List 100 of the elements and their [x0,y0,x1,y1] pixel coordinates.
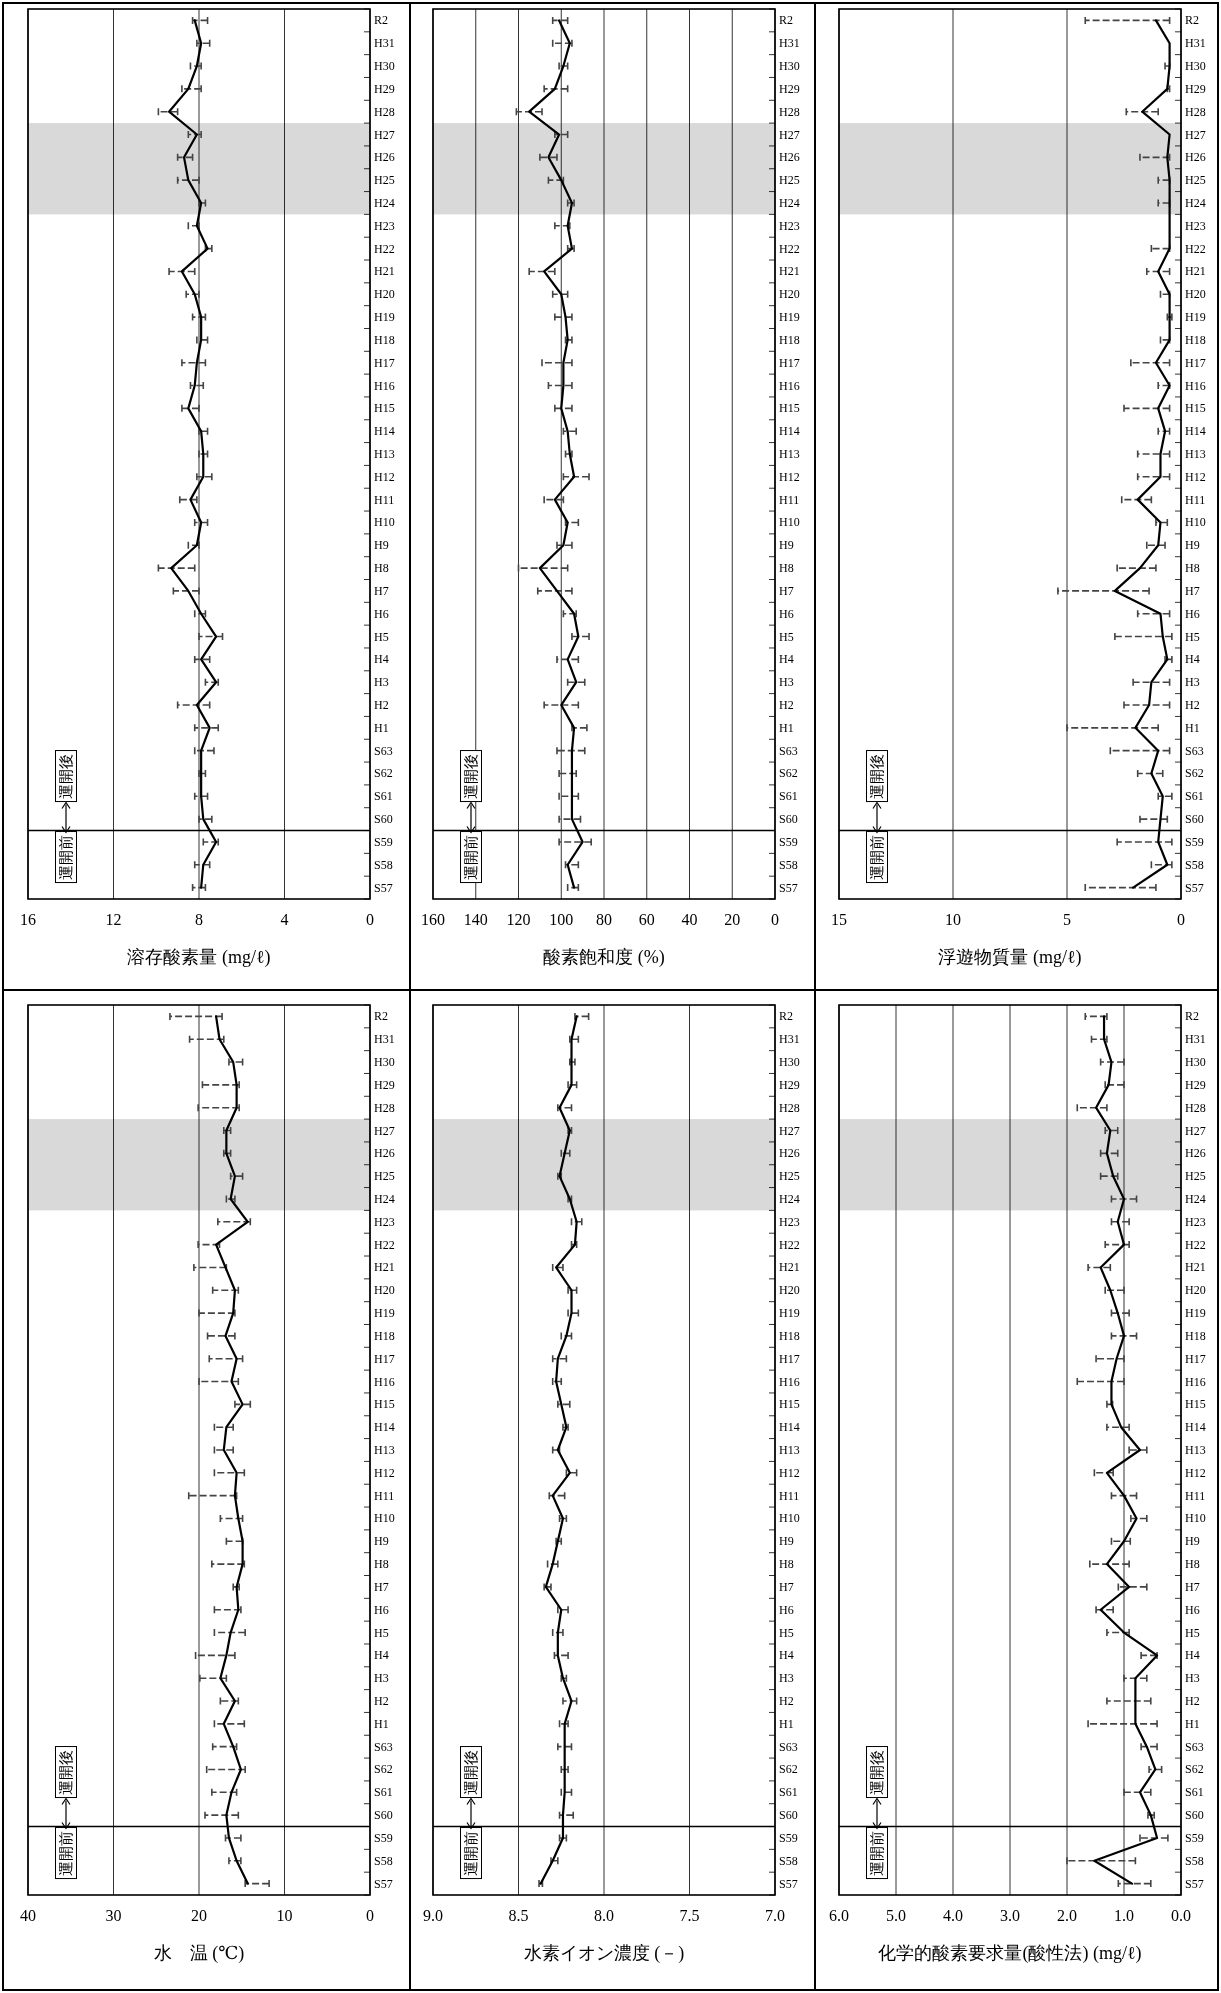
y-tick-label: H29 [1185,1077,1206,1092]
y-tick-label: H4 [779,1648,794,1663]
y-tick-label: H12 [779,1465,800,1480]
y-tick-label: H25 [1185,1169,1206,1184]
y-tick-label: H27 [779,127,800,142]
y-tick-label: H29 [374,1077,395,1092]
y-tick-label: H22 [374,241,395,256]
y-tick-label: H11 [779,1488,800,1503]
y-tick-label: S61 [779,1785,798,1800]
x-axis-title: 浮遊物質量 (mg/ℓ) [938,947,1082,968]
y-tick-label: H25 [779,173,800,188]
y-tick-label: H26 [374,150,395,165]
annotation: 運開後 [869,753,885,799]
y-tick-label: H17 [1185,1351,1206,1366]
y-tick-label: H25 [374,173,395,188]
y-tick-label: S62 [1185,1762,1204,1777]
y-tick-label: H14 [374,424,395,439]
y-tick-label: S59 [374,834,393,849]
y-tick-label: H24 [1185,1191,1206,1206]
x-tick-label: 15 [831,910,847,928]
y-tick-label: S58 [1185,1853,1204,1868]
y-tick-label: H1 [1185,720,1200,735]
y-tick-label: R2 [779,13,794,28]
x-tick-label: 0 [366,1906,374,1924]
y-tick-label: H10 [1185,1511,1206,1526]
annotation: 運開後 [463,1749,479,1795]
x-tick-label: 2.0 [1057,1906,1077,1924]
y-tick-label: S62 [779,766,798,781]
y-tick-label: H28 [374,1100,395,1115]
y-tick-label: H8 [374,1557,389,1572]
y-tick-label: S60 [779,1808,798,1823]
y-tick-label: H17 [374,355,395,370]
y-tick-label: H21 [779,1260,800,1275]
x-tick-label: 1.0 [1114,1906,1134,1924]
x-tick-label: 30 [105,1906,122,1924]
y-tick-label: H26 [779,1146,800,1161]
annotation: 運開後 [869,1749,885,1795]
y-tick-label: H19 [779,310,800,325]
x-tick-label: 0 [366,910,374,928]
y-tick-label: H6 [374,606,389,621]
y-tick-label: H10 [779,515,800,530]
x-tick-label: 100 [549,910,574,928]
y-tick-label: H30 [1185,1055,1206,1070]
y-tick-label: H30 [1185,59,1206,74]
annotation: 運開後 [58,1749,74,1795]
y-tick-label: H12 [374,469,395,484]
y-tick-label: H20 [374,287,395,302]
y-tick-label: H4 [1185,1648,1200,1663]
y-tick-label: S62 [374,766,393,781]
x-tick-label: 120 [506,910,531,928]
y-tick-label: H12 [779,469,800,484]
y-tick-label: H24 [779,1191,800,1206]
x-tick-label: 0 [1177,910,1185,928]
x-tick-label: 20 [191,1906,207,1924]
y-tick-label: H14 [779,424,800,439]
y-tick-label: H27 [374,1123,395,1138]
y-tick-label: H10 [374,515,395,530]
y-tick-label: H11 [1185,1488,1206,1503]
y-tick-label: H17 [779,355,800,370]
y-tick-label: H16 [374,1374,395,1389]
y-tick-label: H27 [1185,127,1206,142]
y-tick-label: H24 [779,195,800,210]
y-tick-label: S61 [374,789,393,804]
y-tick-label: H31 [779,36,800,51]
y-tick-label: S60 [1185,1808,1204,1823]
y-tick-label: H7 [374,583,389,598]
y-tick-label: H3 [779,675,794,690]
y-tick-label: H2 [1185,698,1200,713]
y-tick-label: S62 [374,1762,393,1777]
y-tick-label: H11 [779,492,800,507]
y-tick-label: H2 [374,698,389,713]
x-tick-label: 6.0 [829,1906,849,1924]
y-tick-label: S57 [779,880,798,895]
y-tick-label: H7 [1185,583,1200,598]
y-tick-label: H20 [779,1283,800,1298]
y-tick-label: S59 [1185,834,1204,849]
y-tick-label: H9 [374,538,389,553]
y-tick-label: H18 [374,1328,395,1343]
y-tick-label: H3 [374,675,389,690]
x-tick-label: 80 [596,910,612,928]
y-tick-label: H28 [779,1100,800,1115]
x-tick-label: 7.5 [679,1906,700,1924]
y-tick-label: S58 [779,857,798,872]
x-tick-label: 0.0 [1171,1906,1191,1924]
y-tick-label: H14 [1185,424,1206,439]
y-tick-label: H8 [374,561,389,576]
y-tick-label: H8 [779,1557,794,1572]
y-tick-label: H19 [1185,310,1206,325]
y-tick-label: H21 [374,264,395,279]
y-tick-label: S59 [779,1830,798,1845]
y-tick-label: H2 [1185,1694,1200,1709]
y-tick-label: H6 [779,1602,794,1617]
x-tick-label: 5 [1063,910,1071,928]
y-tick-label: H1 [779,720,794,735]
y-tick-label: R2 [374,1009,389,1024]
y-tick-label: H7 [374,1579,389,1594]
x-tick-label: 7.0 [765,1906,785,1924]
x-tick-label: 20 [724,910,741,928]
x-axis-title: 溶存酸素量 (mg/ℓ) [127,947,271,968]
y-tick-label: H19 [374,310,395,325]
